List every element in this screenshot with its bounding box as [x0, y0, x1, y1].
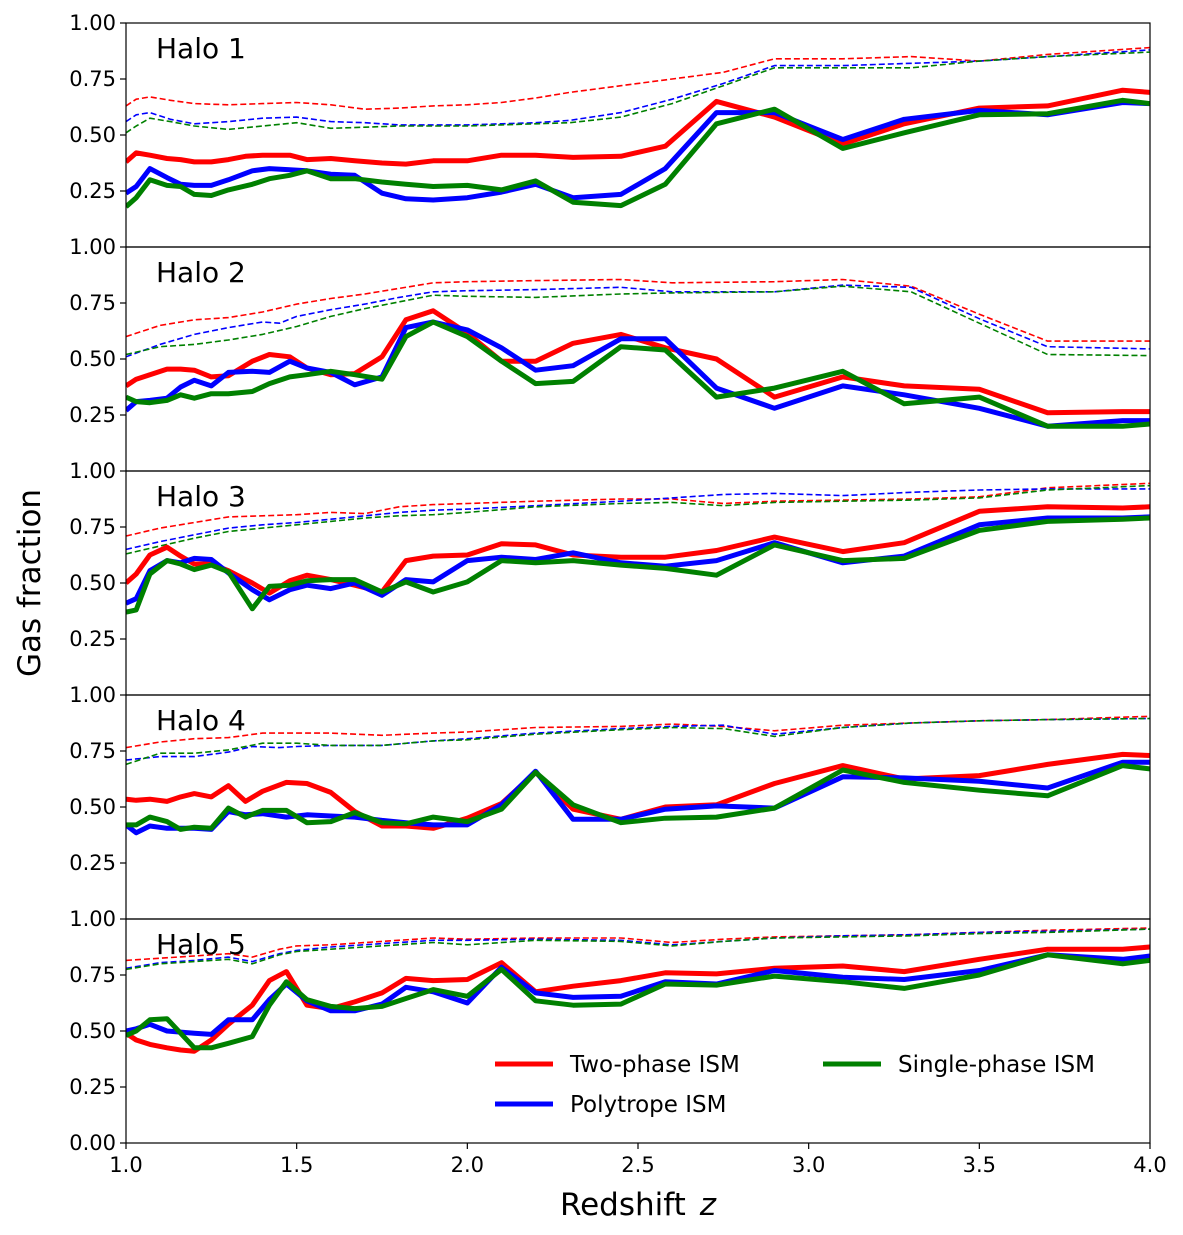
y-tick-label: 0.50	[69, 571, 116, 595]
series-single-phase-ism-dashed	[126, 285, 1150, 357]
legend-label-polytrope-ism: Polytrope ISM	[570, 1092, 726, 1118]
series-two-phase-ism-solid	[126, 504, 1150, 596]
y-tick-label: 0.75	[69, 291, 116, 315]
x-tick-label: 3.5	[963, 1153, 996, 1177]
legend: Two-phase ISM Polytrope ISM Single-phase I…	[495, 1052, 1095, 1118]
y-tick-label: 1.00	[69, 11, 116, 35]
series-polytrope-ism-solid	[126, 100, 1150, 203]
series-polytrope-ism-solid	[126, 319, 1150, 429]
legend-label-two-phase-ism: Two-phase ISM	[569, 1052, 740, 1078]
y-tick-label: 1.00	[69, 683, 116, 707]
x-axis-title-text: Redshift	[560, 1187, 686, 1223]
panel-2-series	[126, 278, 1150, 429]
panel-3: 1.00 0.75 0.50 0.25 Halo 3	[69, 459, 1151, 696]
panel-title: Halo 2	[156, 256, 246, 289]
series-two-phase-ism-dashed	[126, 482, 1150, 537]
x-axis-title-symbol: z	[699, 1187, 717, 1223]
panel-title: Halo 4	[156, 704, 246, 737]
series-two-phase-ism-dashed	[126, 927, 1150, 962]
series-polytrope-ism-dashed	[126, 284, 1150, 358]
series-single-phase-ism-solid	[126, 319, 1150, 429]
panel-5-series	[126, 927, 1150, 1054]
y-tick-label: 0.75	[69, 963, 116, 987]
series-two-phase-ism-solid	[126, 944, 1150, 1054]
x-axis-title: Redshift z	[560, 1187, 717, 1223]
y-axis-title: Gas fraction	[12, 489, 48, 677]
panel-title: Halo 5	[156, 928, 246, 961]
panel-frame	[125, 22, 1151, 248]
x-tick-label: 4.0	[1133, 1153, 1166, 1177]
series-two-phase-ism-dashed	[126, 278, 1150, 342]
x-tick-label: 1.0	[109, 1153, 142, 1177]
x-axis: 1.0 1.5 2.0 2.5 3.0 3.5 4.0	[109, 1143, 1167, 1177]
series-single-phase-ism-solid	[126, 97, 1150, 209]
x-tick-label: 1.5	[280, 1153, 313, 1177]
y-tick-label: 0.25	[69, 851, 116, 875]
y-tick-label: 0.75	[69, 515, 116, 539]
legend-label-single-phase-ism: Single-phase ISM	[898, 1052, 1095, 1078]
x-tick-label: 2.5	[621, 1153, 654, 1177]
series-single-phase-ism-dashed	[126, 51, 1150, 134]
series-single-phase-ism-dashed	[126, 928, 1150, 971]
y-tick-label: 1.00	[69, 459, 116, 483]
panel-4: 1.00 0.75 0.50 0.25 Halo 4	[69, 683, 1151, 920]
y-tick-label: 1.00	[69, 235, 116, 259]
series-polytrope-ism-solid	[126, 952, 1150, 1037]
panel-4-series	[126, 715, 1150, 836]
panel-3-series	[126, 482, 1150, 615]
series-polytrope-ism-dashed	[126, 49, 1150, 126]
y-tick-label: 0.75	[69, 739, 116, 763]
series-single-phase-ism-dashed	[126, 717, 1150, 766]
series-polytrope-ism-dashed	[126, 488, 1150, 551]
y-tick-label: 0.25	[69, 1075, 116, 1099]
series-single-phase-ism-dashed	[126, 484, 1150, 555]
x-tick-label: 2.0	[451, 1153, 484, 1177]
series-two-phase-ism-dashed	[126, 46, 1150, 110]
y-tick-label: 1.00	[69, 907, 116, 931]
series-polytrope-ism-dashed	[126, 717, 1150, 761]
panel-title: Halo 3	[156, 480, 246, 513]
x-tick-label: 3.0	[792, 1153, 825, 1177]
y-tick-label: 0.50	[69, 1019, 116, 1043]
series-single-phase-ism-solid	[126, 515, 1150, 615]
y-tick-label: 0.25	[69, 179, 116, 203]
panel-1: 1.00 0.75 0.50 0.25 Halo 1	[69, 11, 1151, 248]
panel-5: 0.00 0.25 0.50 0.75 1.00 Halo 5	[69, 907, 1151, 1155]
panel-title: Halo 1	[156, 32, 246, 65]
panel-2: 1.00 0.75 0.50 0.25 Halo 2	[69, 235, 1151, 472]
panel-1-series	[126, 46, 1150, 209]
panel-frame	[125, 470, 1151, 696]
panels: 1.00 0.75 0.50 0.25 Halo 1 1.00 0.75 0.50 0.25 Ha…	[69, 11, 1151, 1155]
series-two-phase-ism-solid	[126, 308, 1150, 416]
y-tick-label: 0.75	[69, 67, 116, 91]
series-single-phase-ism-solid	[126, 952, 1150, 1051]
y-tick-label: 0.50	[69, 795, 116, 819]
y-tick-label: 0.50	[69, 123, 116, 147]
y-tick-label: 0.50	[69, 347, 116, 371]
series-polytrope-ism-dashed	[126, 928, 1150, 970]
series-two-phase-ism-solid	[126, 87, 1150, 167]
y-tick-label: 0.25	[69, 403, 116, 427]
y-tick-label: 0.25	[69, 627, 116, 651]
y-tick-label: 0.00	[69, 1131, 116, 1155]
series-single-phase-ism-solid	[126, 763, 1150, 832]
